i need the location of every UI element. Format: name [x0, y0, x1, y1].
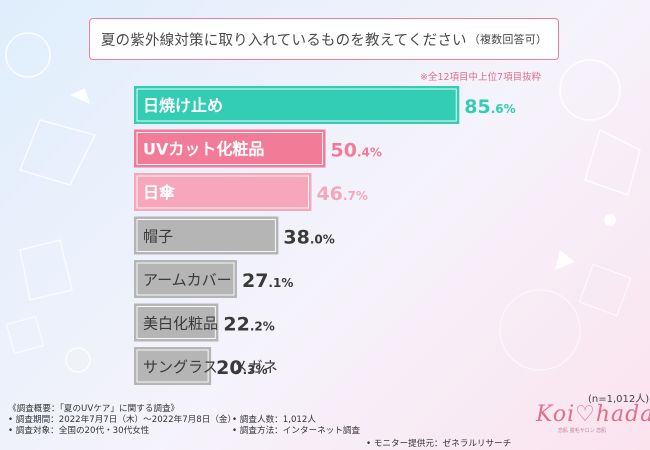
bar-inner-border-0: [136, 88, 457, 122]
bar-value-6: 20.3%: [216, 357, 267, 379]
bar-2: [134, 173, 312, 211]
survey-target: • 調査対象：全国の20代・30代女性: [8, 426, 150, 436]
bar-label-1: UVカット化粧品: [143, 140, 264, 159]
survey-method: • 調査方法：インターネット調査: [232, 426, 361, 436]
koihada-logo: Koi♡hada 恋肌 脱毛サロン 恋肌: [536, 402, 650, 446]
bar-label-5: 美白化粧品: [143, 315, 218, 333]
bar-value-2: 46.7%: [316, 183, 367, 205]
chart-title-sub: （複数回答可）: [468, 33, 548, 46]
chart-note: ※全12項目中上位7項目抜粋: [420, 72, 542, 83]
bar-value-1: 50.4%: [331, 140, 382, 162]
bar-inner-border-5: [136, 306, 216, 339]
bar-group-2: 日傘 46.7%: [134, 173, 368, 211]
bar-4: [134, 260, 237, 298]
survey-summary: 《調査概要：「夏のUVケア」に関する調査》: [8, 404, 180, 414]
bar-label-0: 日焼け止め: [143, 96, 223, 115]
chart-title: 夏の紫外線対策に取り入れているものを教えてください （複数回答可）: [89, 18, 559, 60]
bar-6: [134, 347, 212, 385]
bar-group-5: 美白化粧品 22.2%: [134, 303, 275, 342]
bar-label-3: 帽子: [143, 228, 173, 246]
survey-footer: 《調査概要：「夏のUVケア」に関する調査》 • 調査期間：2022年7月7日（木…: [8, 404, 236, 437]
sample-size: (n=1,012人): [588, 394, 650, 405]
bar-inner-border-2: [136, 175, 309, 209]
bar-inner-border-4: [136, 262, 235, 296]
bar-value-3: 38.0%: [283, 227, 334, 249]
bar-1: [134, 129, 326, 168]
bar-group-0: 日焼け止め 85.6%: [134, 86, 516, 124]
bar-group-4: アームカバー 27.1%: [134, 260, 293, 298]
survey-period: • 調査期間：2022年7月7日（木）～2022年7月8日（金）: [8, 415, 237, 425]
logo-tagline: 恋肌 脱毛サロン 恋肌: [558, 428, 607, 434]
chart-title-main: 夏の紫外線対策に取り入れているものを教えてください: [100, 32, 467, 49]
bar-value-5: 22.2%: [223, 314, 274, 336]
survey-footer-2: • 調査人数：1,012人 • 調査方法：インターネット調査: [232, 415, 360, 437]
bar-inner-border-6: [136, 349, 209, 383]
bar-value-4: 27.1%: [242, 270, 293, 292]
bar-group-1: UVカット化粧品 50.4%: [134, 129, 382, 168]
logo-text: Koi♡hada: [536, 402, 650, 427]
bar-label-4: アームカバー: [143, 271, 232, 289]
bar-group-3: 帽子 38.0%: [134, 216, 335, 255]
bar-label-2: 日傘: [143, 183, 176, 202]
bar-value-0: 85.6%: [464, 96, 515, 118]
bar-inner-border-3: [136, 219, 276, 252]
bar-inner-border-1: [136, 132, 324, 165]
survey-count: • 調査人数：1,012人: [232, 415, 316, 425]
bar-label-6: サングラス・メガネ: [143, 358, 278, 376]
bar-5: [134, 303, 219, 342]
bar-0: [134, 86, 460, 124]
survey-provider: • モニター提供元：ゼネラルリサーチ: [366, 439, 512, 449]
bar-3: [134, 216, 279, 255]
